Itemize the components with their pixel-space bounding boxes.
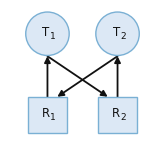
Text: 1: 1 xyxy=(50,113,56,122)
Text: R: R xyxy=(112,107,120,120)
Text: T: T xyxy=(113,26,120,39)
FancyBboxPatch shape xyxy=(28,97,67,133)
Text: T: T xyxy=(42,26,50,39)
Circle shape xyxy=(96,12,139,55)
Text: R: R xyxy=(42,107,50,120)
Text: 2: 2 xyxy=(120,113,126,122)
Circle shape xyxy=(26,12,69,55)
FancyBboxPatch shape xyxy=(98,97,137,133)
Text: 2: 2 xyxy=(120,32,126,41)
Text: 1: 1 xyxy=(50,32,56,41)
